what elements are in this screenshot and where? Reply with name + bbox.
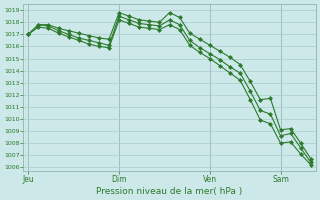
X-axis label: Pression niveau de la mer( hPa ): Pression niveau de la mer( hPa ) [96,187,243,196]
